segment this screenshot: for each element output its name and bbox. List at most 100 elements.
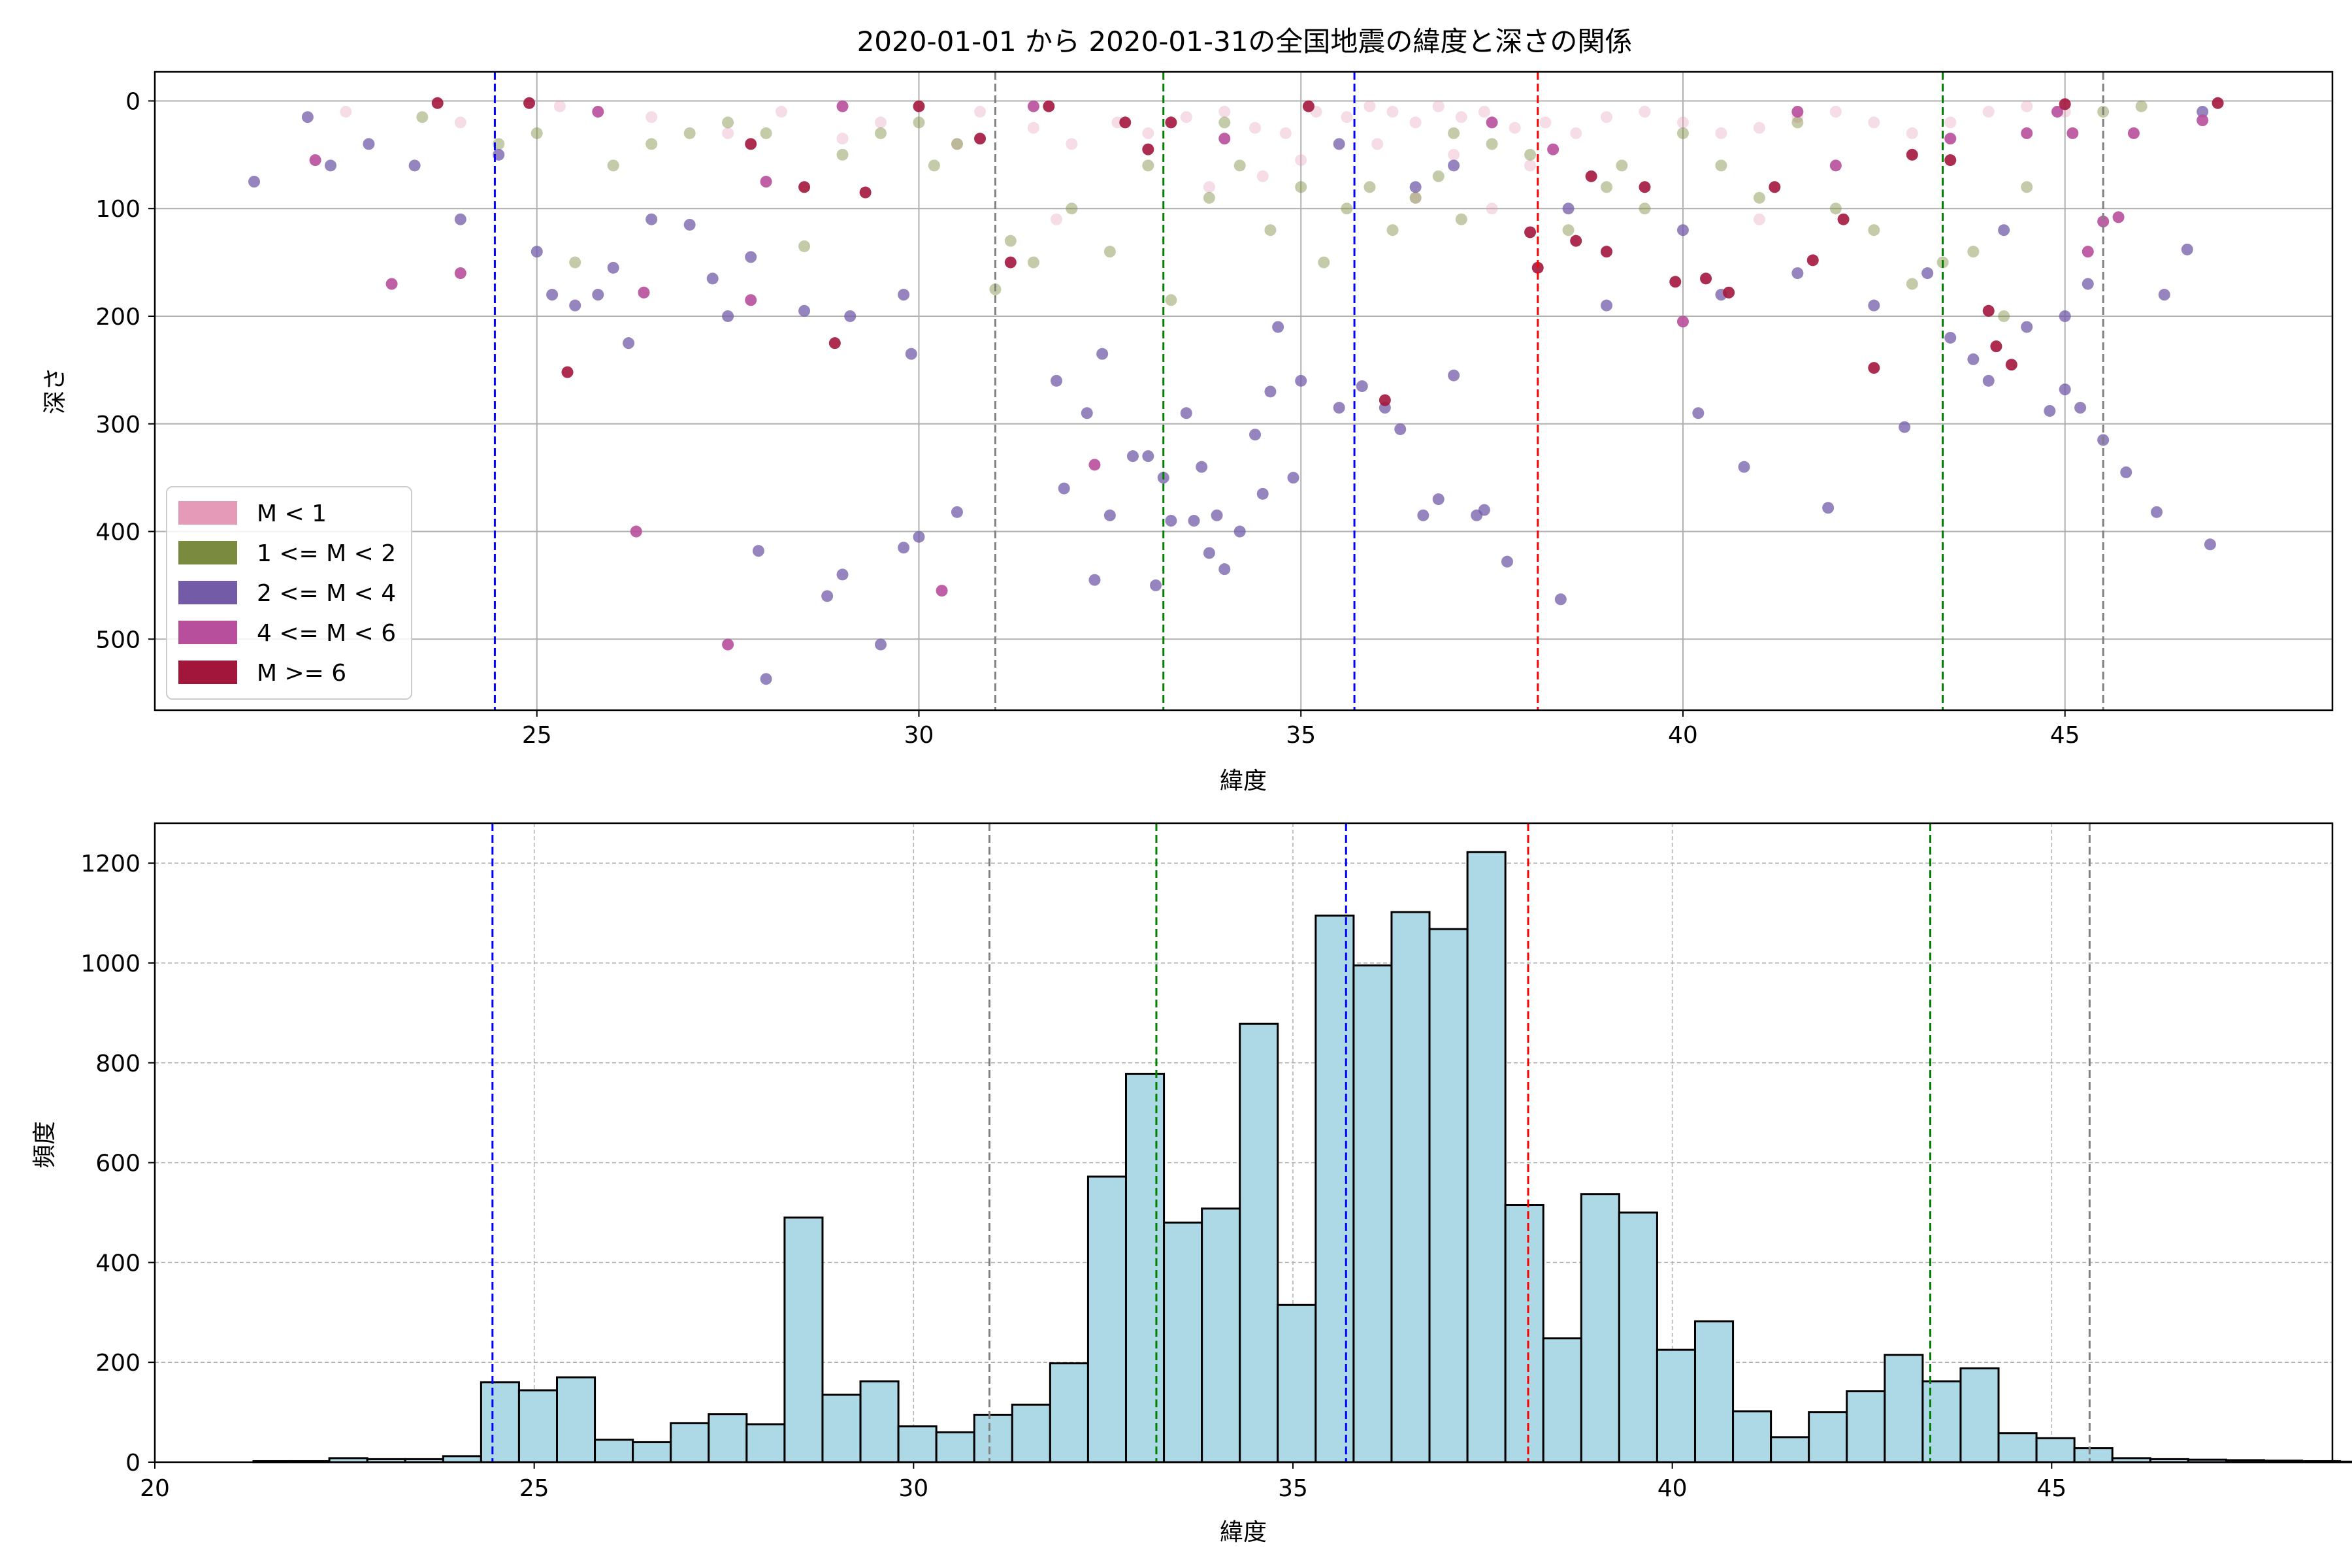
scatter-point (760, 673, 772, 685)
scatter-point (1165, 294, 1177, 306)
scatter-point (1386, 224, 1399, 237)
scatter-point (974, 105, 987, 118)
scatter-point (798, 240, 811, 252)
scatter-point (1432, 170, 1445, 182)
scatter-x-tick-label: 30 (904, 722, 934, 749)
scatter-series-4 (431, 97, 2224, 406)
scatter-point (1119, 116, 1132, 129)
histogram-bar (1086, 1175, 1127, 1463)
scatter-point (2135, 100, 2148, 112)
scatter-point (745, 138, 757, 150)
scatter-x-axis-label: 緯度 (1220, 768, 1267, 794)
scatter-point (1562, 224, 1575, 237)
scatter-point (1256, 170, 1269, 182)
scatter-point (2127, 127, 2140, 139)
scatter-point (1982, 105, 1995, 118)
scatter-point (836, 568, 849, 581)
histogram-y-ticks: 0 200 400 600 800 1000 1200 (80, 851, 155, 1477)
scatter-point (1249, 429, 1262, 441)
scatter-point (875, 116, 887, 129)
legend-label: M >= 6 (257, 660, 346, 687)
scatter-point (2044, 404, 2056, 417)
scatter-point (1554, 593, 1567, 606)
scatter-point (1669, 276, 1682, 288)
scatter-point (1455, 111, 1467, 123)
scatter-point (722, 116, 734, 129)
scatter-reference-lines (493, 72, 2104, 710)
scatter-point (1211, 509, 1223, 521)
scatter-point (1967, 353, 1980, 365)
scatter-point (1868, 116, 1880, 129)
scatter-point (1050, 374, 1062, 387)
scatter-point (683, 127, 696, 139)
scatter-point (1058, 482, 1070, 495)
scatter-point (1218, 116, 1231, 129)
scatter-point (1333, 402, 1345, 414)
histogram-bar (1732, 1410, 1772, 1463)
scatter-point (1088, 574, 1101, 586)
scatter-point (1601, 299, 1612, 312)
scatter-point (1409, 191, 1422, 204)
scatter-point (2059, 98, 2071, 110)
scatter-point (1478, 105, 1490, 118)
histogram-bar (670, 1422, 710, 1463)
scatter-point (1944, 154, 1957, 167)
scatter-point (1524, 226, 1537, 238)
scatter-point (836, 148, 849, 161)
histogram-bar (745, 1423, 786, 1463)
scatter-point (1088, 459, 1101, 471)
scatter-point (1004, 235, 1017, 247)
scatter-point (913, 116, 925, 129)
histogram-bar (1959, 1367, 2000, 1463)
histogram-bar (1997, 1432, 2038, 1463)
scatter-point (1982, 304, 1995, 317)
scatter-point (898, 542, 910, 554)
scatter-point (1539, 116, 1552, 129)
scatter-point (1417, 509, 1429, 521)
scatter-frame (154, 71, 2334, 711)
scatter-point (1906, 278, 1918, 290)
histogram-bar (783, 1217, 824, 1463)
scatter-point (1868, 299, 1880, 312)
scatter-point (1601, 246, 1612, 258)
scatter-point (2181, 243, 2193, 255)
scatter-x-ticks: 25 30 35 40 45 (522, 710, 2080, 749)
scatter-series-3 (309, 100, 2209, 651)
scatter-point (1027, 122, 1039, 134)
scatter-point (951, 506, 963, 518)
legend-label: 4 <= M < 6 (257, 620, 396, 647)
scatter-point (1906, 127, 1918, 139)
histogram-bar (1315, 914, 1355, 1463)
scatter-point (1676, 127, 1689, 139)
scatter-point (1715, 159, 1727, 172)
scatter-point (2066, 127, 2079, 139)
scatter-point (2151, 506, 2163, 518)
scatter-point (561, 366, 574, 378)
scatter-point (1601, 111, 1612, 123)
histogram-bar (1049, 1362, 1089, 1463)
scatter-x-tick-label: 40 (1668, 722, 1698, 749)
scatter-point (1486, 138, 1498, 150)
scatter-point (1432, 100, 1445, 112)
scatter-series-0 (340, 100, 2071, 225)
scatter-y-tick-label: 400 (95, 519, 140, 546)
histogram-x-tick-label: 45 (2036, 1475, 2066, 1502)
scatter-point (1753, 122, 1765, 134)
scatter-point (898, 289, 910, 301)
scatter-point (1295, 154, 1307, 167)
scatter-point (340, 105, 352, 118)
scatter-point (454, 267, 466, 280)
scatter-point (1806, 254, 1819, 267)
histogram-bar (935, 1431, 975, 1463)
scatter-point (309, 154, 321, 167)
scatter-point (1692, 407, 1705, 419)
scatter-point (1333, 138, 1345, 150)
scatter-point (1103, 509, 1116, 521)
histogram-x-ticks: 20 25 30 35 40 45 (140, 1462, 2066, 1502)
histogram-bar (1542, 1337, 1582, 1463)
scatter-point (2021, 100, 2033, 112)
scatter-point (951, 138, 963, 150)
scatter-point (745, 294, 757, 306)
scatter-point (1379, 394, 1391, 406)
